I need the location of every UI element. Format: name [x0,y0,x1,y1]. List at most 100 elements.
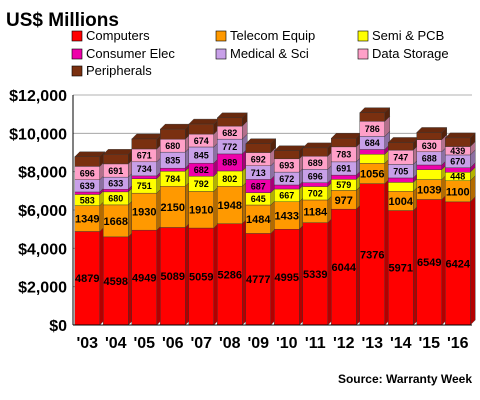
value-label: 1349 [75,214,99,226]
value-label: 583 [80,195,95,205]
y-tick-label: $4,000 [18,241,67,258]
bar-segment [217,186,243,224]
value-label: 1433 [275,210,299,222]
bar-segment [416,199,442,326]
bar-segment [160,227,186,326]
y-tick-label: $10,000 [9,126,67,143]
bars: 4879 1349 583 639 696 4598 1668 680 633 691 4949 19… [74,107,476,326]
bar-top [74,151,106,157]
bar-segment [103,204,129,238]
bar-segment [188,191,214,229]
bar-segment [245,233,271,326]
legend-swatch-5 [357,48,369,60]
bar-segment [388,142,414,151]
source-note: Source: Warranty Week [338,372,472,386]
bar-segment [274,184,300,190]
value-label: 5059 [189,271,213,283]
bar-segment [274,150,300,160]
value-label: 1184 [303,206,328,218]
value-label: 4949 [132,273,156,285]
bar-segment [274,201,300,230]
bar-segment [388,210,414,326]
value-label: 786 [365,124,380,134]
bar-top [216,112,248,119]
axes: $0 $2,000 $4,000 $6,000 $8,000 $10,000 $12,000… [9,88,472,352]
bar-segment [331,174,357,180]
bar-segment [131,175,157,179]
value-label: 702 [308,188,323,198]
bar-top [302,142,334,149]
value-label: 784 [165,174,180,184]
bar-segment [103,154,129,165]
value-label: 1948 [218,200,242,212]
value-label: 1668 [104,216,128,228]
x-tick-label: '09 [247,335,269,352]
value-label: 5089 [161,271,185,283]
value-label: 747 [393,153,408,163]
value-label: 1910 [189,205,213,217]
value-label: 692 [251,154,266,164]
legend-swatch-2 [357,30,369,42]
value-label: 792 [194,179,209,189]
value-label: 682 [194,165,209,175]
legend-label-2: Semi & PCB [372,28,444,43]
value-label: 691 [336,164,351,174]
bar-segment [416,169,442,180]
bar-segment [302,182,328,187]
x-tick-label: '05 [133,335,155,352]
x-tick-label: '13 [361,335,383,352]
bar-top [188,118,220,125]
value-label: 4879 [75,273,99,285]
value-label: 889 [222,158,237,168]
value-label: 835 [165,155,180,165]
bar-top [416,127,448,133]
value-label: 6424 [446,258,471,270]
value-label: 687 [251,181,266,191]
bar-segment [359,183,385,326]
value-label: 977 [335,195,353,207]
bar-top [159,123,191,130]
legend-swatch-0 [71,30,83,42]
value-label: 680 [108,194,123,204]
bar-segment [359,149,385,155]
x-tick-label: '11 [305,335,326,352]
value-label: 688 [422,154,437,164]
bar-segment [188,227,214,326]
value-label: 2150 [161,202,185,214]
bar-segment [302,222,328,326]
y-tick-label: $0 [49,318,67,335]
legend-label-5: Data Storage [372,46,449,61]
value-label: 1056 [360,168,384,180]
bar-segment [445,201,471,326]
y-tick-label: $2,000 [18,280,67,297]
legend-label-6: Peripherals [86,63,152,78]
value-label: 7376 [360,249,384,261]
value-label: 439 [450,146,465,156]
bar-segment [188,123,214,135]
value-label: 5971 [389,263,413,275]
value-label: 645 [251,194,266,204]
bar-segment [388,177,414,183]
value-label: 1039 [417,184,441,196]
bar-top [330,133,362,139]
legend-swatch-6 [71,65,83,77]
bar-segment [245,143,271,153]
value-label: 667 [279,191,294,201]
value-label: 734 [137,164,152,174]
y-tick-label: $8,000 [18,165,67,182]
bar-segment [445,137,471,147]
bar-segment [217,117,243,127]
value-label: 6044 [332,262,357,274]
bar-segment [74,231,100,326]
value-label: 682 [222,128,237,138]
bar-segment [160,128,186,140]
x-tick-label: '16 [447,335,469,352]
bar-side [470,196,476,326]
value-label: 802 [222,174,237,184]
bar-segment [74,156,100,167]
bar-segment [359,112,385,122]
value-label: 713 [251,168,266,178]
value-label: 772 [222,142,237,152]
value-label: 671 [137,151,152,161]
bar-segment [445,167,471,173]
